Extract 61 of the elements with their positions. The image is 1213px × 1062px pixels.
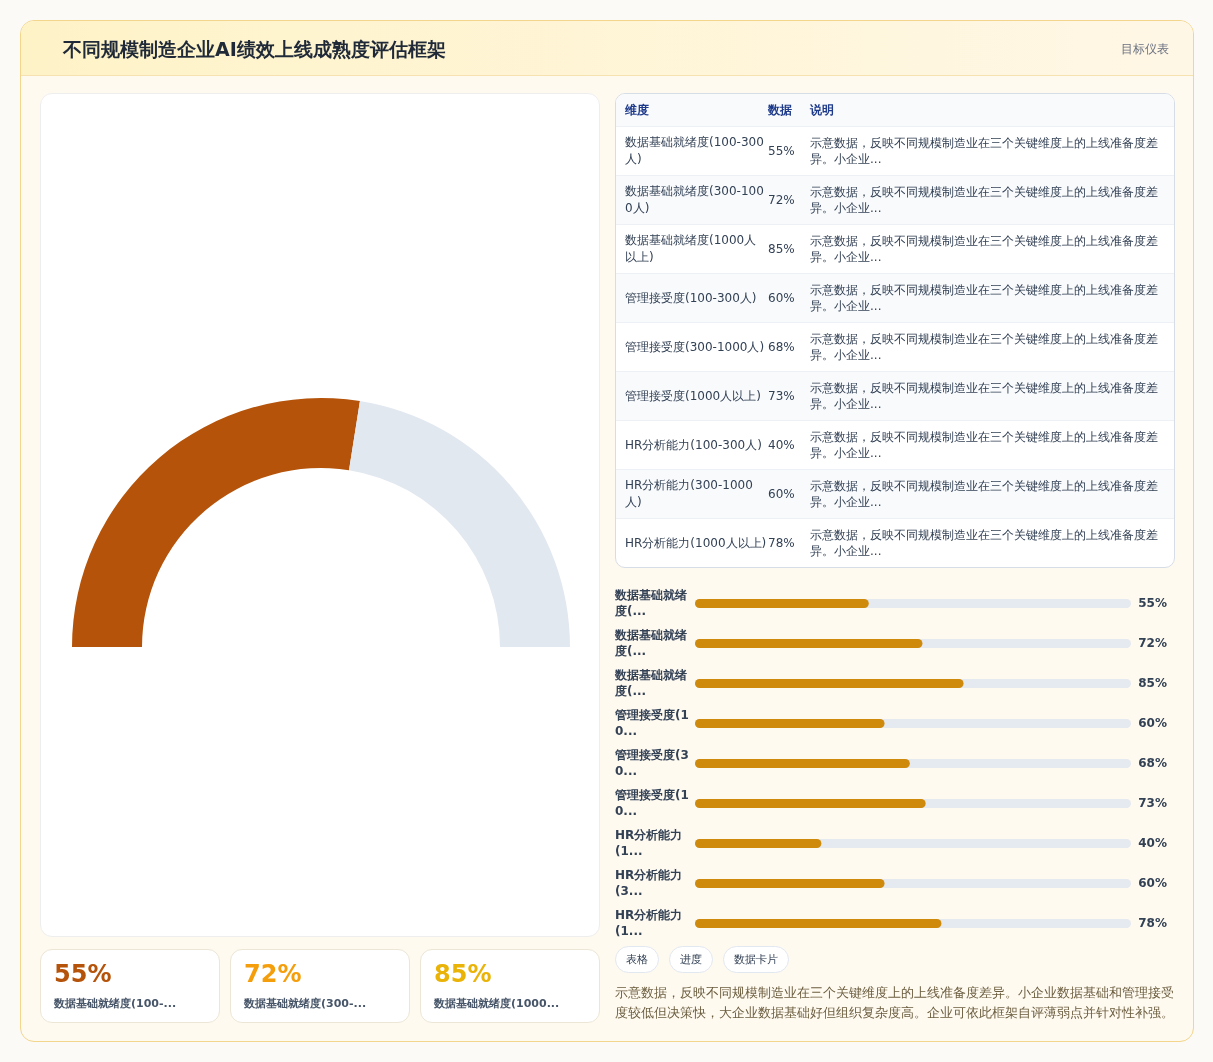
text: 60% <box>768 291 795 305</box>
category-label: HR分析能力(3... <box>615 868 683 898</box>
category-label: HR分析能力(1000人以上) <box>624 534 768 552</box>
data-label: 60% <box>1137 716 1167 730</box>
category-label: 数据基础就绪度(100-... <box>54 996 177 1011</box>
category-label: 数据基础就绪度(1000... <box>434 996 560 1011</box>
category-label: 数据基础就绪度(300-... <box>244 996 367 1011</box>
text: 示意数据，反映不同规模制造业在三个关键维度上的上线准备度差异。小企业... <box>810 429 1159 461</box>
category-label: 管理接受度(30... <box>615 748 689 778</box>
text: 55% <box>768 144 795 158</box>
text: 示意数据，反映不同规模制造业在三个关键维度上的上线准备度差异。小企业... <box>810 233 1159 265</box>
bar <box>695 839 822 848</box>
text: 维度 <box>624 101 650 119</box>
data-label: 55% <box>1137 596 1167 610</box>
text: 示意数据，反映不同规模制造业在三个关键维度上的上线准备度差异。小企业数据基础和管理接受度较低但决策快，大企业数据基础好但组织复杂度高。企业可依此框架自评薄弱点并针对性补强。 <box>615 984 1175 1022</box>
text: 示意数据，反映不同规模制造业在三个关键维度上的上线准备度差异。小企业... <box>810 380 1159 412</box>
category-label: 管理接受度(1000人以上) <box>624 387 762 405</box>
text: 68% <box>768 340 795 354</box>
category-label: HR分析能力(300-1000人) <box>624 477 754 511</box>
text: 示意数据，反映不同规模制造业在三个关键维度上的上线准备度差异。小企业... <box>810 135 1159 167</box>
text: 说明 <box>810 102 835 118</box>
text: 72% <box>244 960 302 988</box>
chart-title: 不同规模制造企业AI绩效上线成熟度评估框架 <box>63 37 446 62</box>
text: 78% <box>768 536 795 550</box>
text: 73% <box>768 389 795 403</box>
data-label: 85% <box>1137 676 1167 690</box>
text: 85% <box>768 242 795 256</box>
text: 表格 <box>615 946 659 973</box>
data-label: 73% <box>1137 796 1167 810</box>
text: 目标仪表 <box>1121 41 1169 58</box>
text: 示意数据，反映不同规模制造业在三个关键维度上的上线准备度差异。小企业... <box>810 331 1159 363</box>
text: 进度 <box>669 946 713 973</box>
category-label: 数据基础就绪度(300-1000人) <box>624 183 765 217</box>
text: 85% <box>434 960 492 988</box>
text: 60% <box>768 487 795 501</box>
category-label: HR分析能力(1... <box>615 908 683 938</box>
text: 示意数据，反映不同规模制造业在三个关键维度上的上线准备度差异。小企业... <box>810 478 1159 510</box>
category-label: 数据基础就绪度(... <box>615 588 687 618</box>
category-label: 数据基础就绪度(1000人以上) <box>624 232 758 266</box>
text: 示意数据，反映不同规模制造业在三个关键维度上的上线准备度差异。小企业... <box>810 282 1159 314</box>
data-label: 68% <box>1137 756 1167 770</box>
category-label: 管理接受度(300-1000人) <box>624 338 766 356</box>
category-label: HR分析能力(100-300人) <box>624 436 763 454</box>
text: 55% <box>54 960 112 988</box>
text: 示意数据，反映不同规模制造业在三个关键维度上的上线准备度差异。小企业... <box>810 527 1159 559</box>
text: 数据 <box>768 101 793 119</box>
text: 40% <box>768 438 795 452</box>
category-label: 数据基础就绪度(... <box>615 628 687 658</box>
category-label: 数据基础就绪度(... <box>615 668 687 698</box>
data-label: 60% <box>1137 876 1167 890</box>
text: 示意数据，反映不同规模制造业在三个关键维度上的上线准备度差异。小企业... <box>810 184 1159 216</box>
category-label: 管理接受度(10... <box>615 788 689 818</box>
data-label: 40% <box>1137 836 1167 850</box>
text: 72% <box>768 193 795 207</box>
category-label: 管理接受度(100-300人) <box>624 289 758 307</box>
category-label: 管理接受度(10... <box>615 708 689 738</box>
data-label: 72% <box>1137 636 1167 650</box>
category-label: HR分析能力(1... <box>615 828 683 858</box>
category-label: 数据基础就绪度(100-300人) <box>624 134 765 168</box>
text: 数据卡片 <box>723 946 789 973</box>
data-label: 78% <box>1137 916 1167 930</box>
